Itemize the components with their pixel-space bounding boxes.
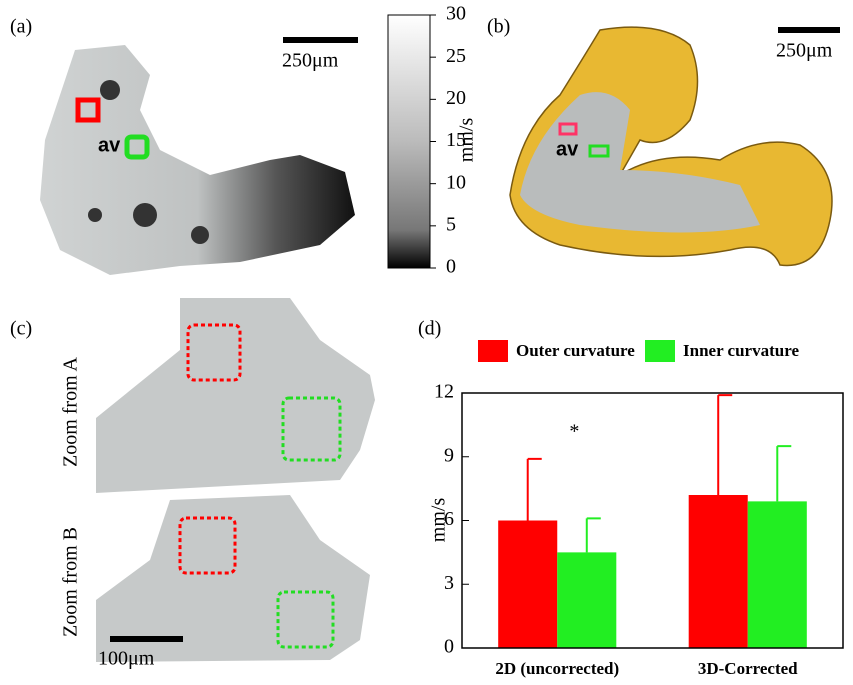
legend-label: Inner curvature	[683, 341, 799, 360]
y-tick-label: 9	[444, 444, 454, 466]
bar	[689, 495, 748, 648]
scale-label: 250μm	[282, 50, 339, 72]
scale-label: 250μm	[776, 40, 833, 62]
legend-swatch	[478, 340, 508, 362]
panel-label: (b)	[487, 16, 510, 38]
bar	[498, 521, 557, 649]
page: (a) av 250μm 051015202530 mm/s (b) av 25…	[0, 0, 853, 685]
colorbar-tick-label: 25	[446, 45, 466, 67]
bar	[748, 501, 807, 648]
y-tick-label: 12	[434, 381, 454, 403]
bar-chart: 0 3 6 9 12 2D (uncorrected) 3D-Corrected * Outer…	[434, 340, 843, 678]
panel-label: (d)	[418, 318, 441, 340]
colorbar-tick-label: 20	[446, 87, 466, 109]
zoom-label: Zoom from A	[60, 356, 82, 467]
significance-mark: *	[569, 421, 579, 443]
annotation: av	[556, 138, 579, 160]
colorbar-tick-label: 30	[446, 3, 466, 25]
panel-label: (c)	[10, 318, 32, 340]
x-tick-label: 2D (uncorrected)	[495, 659, 619, 678]
zoom-a-image	[96, 298, 375, 493]
y-tick-label: 3	[444, 572, 454, 594]
legend-swatch	[645, 340, 675, 362]
bar	[557, 552, 616, 648]
y-tick-label: 0	[444, 636, 454, 658]
colorbar-tick-label: 5	[446, 213, 456, 235]
figure: (a) av 250μm 051015202530 mm/s (b) av 25…	[0, 0, 853, 685]
scale-label: 100μm	[98, 648, 155, 670]
colorbar-label: mm/s	[456, 118, 478, 163]
colorbar-tick-label: 0	[446, 256, 456, 278]
colorbar-tick-label: 10	[446, 171, 466, 193]
colorbar	[388, 15, 430, 268]
legend-label: Outer curvature	[516, 341, 635, 360]
y-tick-label: 6	[444, 508, 454, 530]
zoom-label: Zoom from B	[60, 527, 82, 637]
annotation: av	[98, 134, 121, 156]
panel-label: (a)	[10, 16, 32, 38]
x-tick-label: 3D-Corrected	[698, 659, 798, 678]
